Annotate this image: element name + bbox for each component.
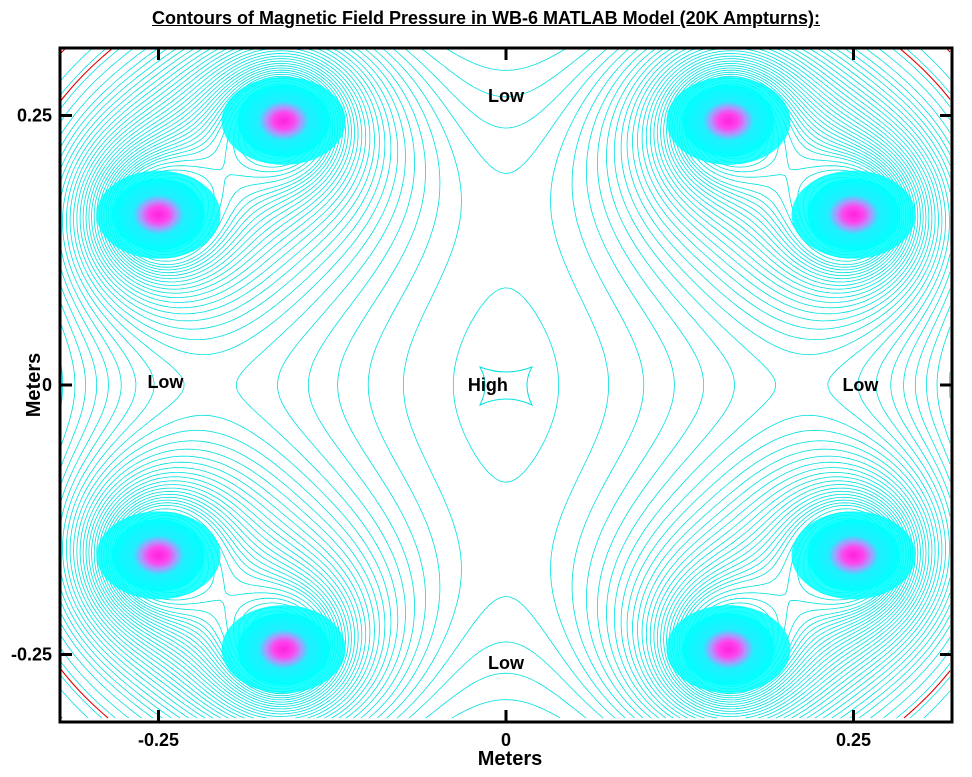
field-peak-core (682, 613, 775, 686)
region-label-high: High (468, 375, 508, 395)
region-label-low: Low (488, 86, 525, 106)
chart-title: Contours of Magnetic Field Pressure in W… (151, 8, 821, 28)
contour-line (69, 48, 943, 719)
y-tick-label: -0.25 (11, 645, 52, 665)
contour-line (101, 63, 911, 707)
contour-line (60, 48, 951, 719)
field-peak-core (112, 519, 205, 592)
contour-line (91, 53, 921, 717)
y-tick-label: 0.25 (17, 106, 52, 126)
separatrix-contour (60, 48, 951, 719)
contour-line (60, 48, 951, 719)
contour-line (82, 48, 930, 719)
region-label-low: Low (147, 372, 184, 392)
x-tick-label: -0.25 (138, 730, 179, 750)
field-peak-core (682, 84, 775, 157)
x-tick-label: 0 (501, 730, 511, 750)
contour-line (66, 48, 946, 719)
contour-line (62, 48, 950, 719)
contour-line (60, 48, 951, 719)
contour-line (60, 48, 951, 719)
contour-line (76, 48, 936, 719)
field-peak-core (112, 178, 205, 251)
contour-line (103, 65, 909, 705)
field-peak-core (807, 519, 900, 592)
contour-line (79, 48, 933, 719)
region-label-low: Low (488, 653, 525, 673)
x-axis-title: Meters (478, 748, 542, 770)
contour-line (60, 48, 951, 719)
contour-line (60, 48, 951, 719)
contour-line (96, 58, 916, 712)
field-peak-core (237, 84, 330, 157)
contour-line (60, 48, 951, 719)
center-null-contour (478, 366, 534, 407)
contour-line (73, 48, 939, 719)
region-label-low: Low (842, 375, 879, 395)
field-peak-core (237, 613, 330, 686)
contour-line (88, 50, 924, 719)
contour-line (107, 69, 905, 701)
y-axis-title: Meters (23, 353, 45, 417)
y-tick-label: 0 (42, 375, 52, 395)
field-peak-core (807, 178, 900, 251)
contour-line (60, 48, 951, 719)
contour-line (93, 55, 919, 715)
contour-line (60, 48, 951, 719)
x-tick-label: 0.25 (836, 730, 871, 750)
contour-line (85, 48, 927, 719)
